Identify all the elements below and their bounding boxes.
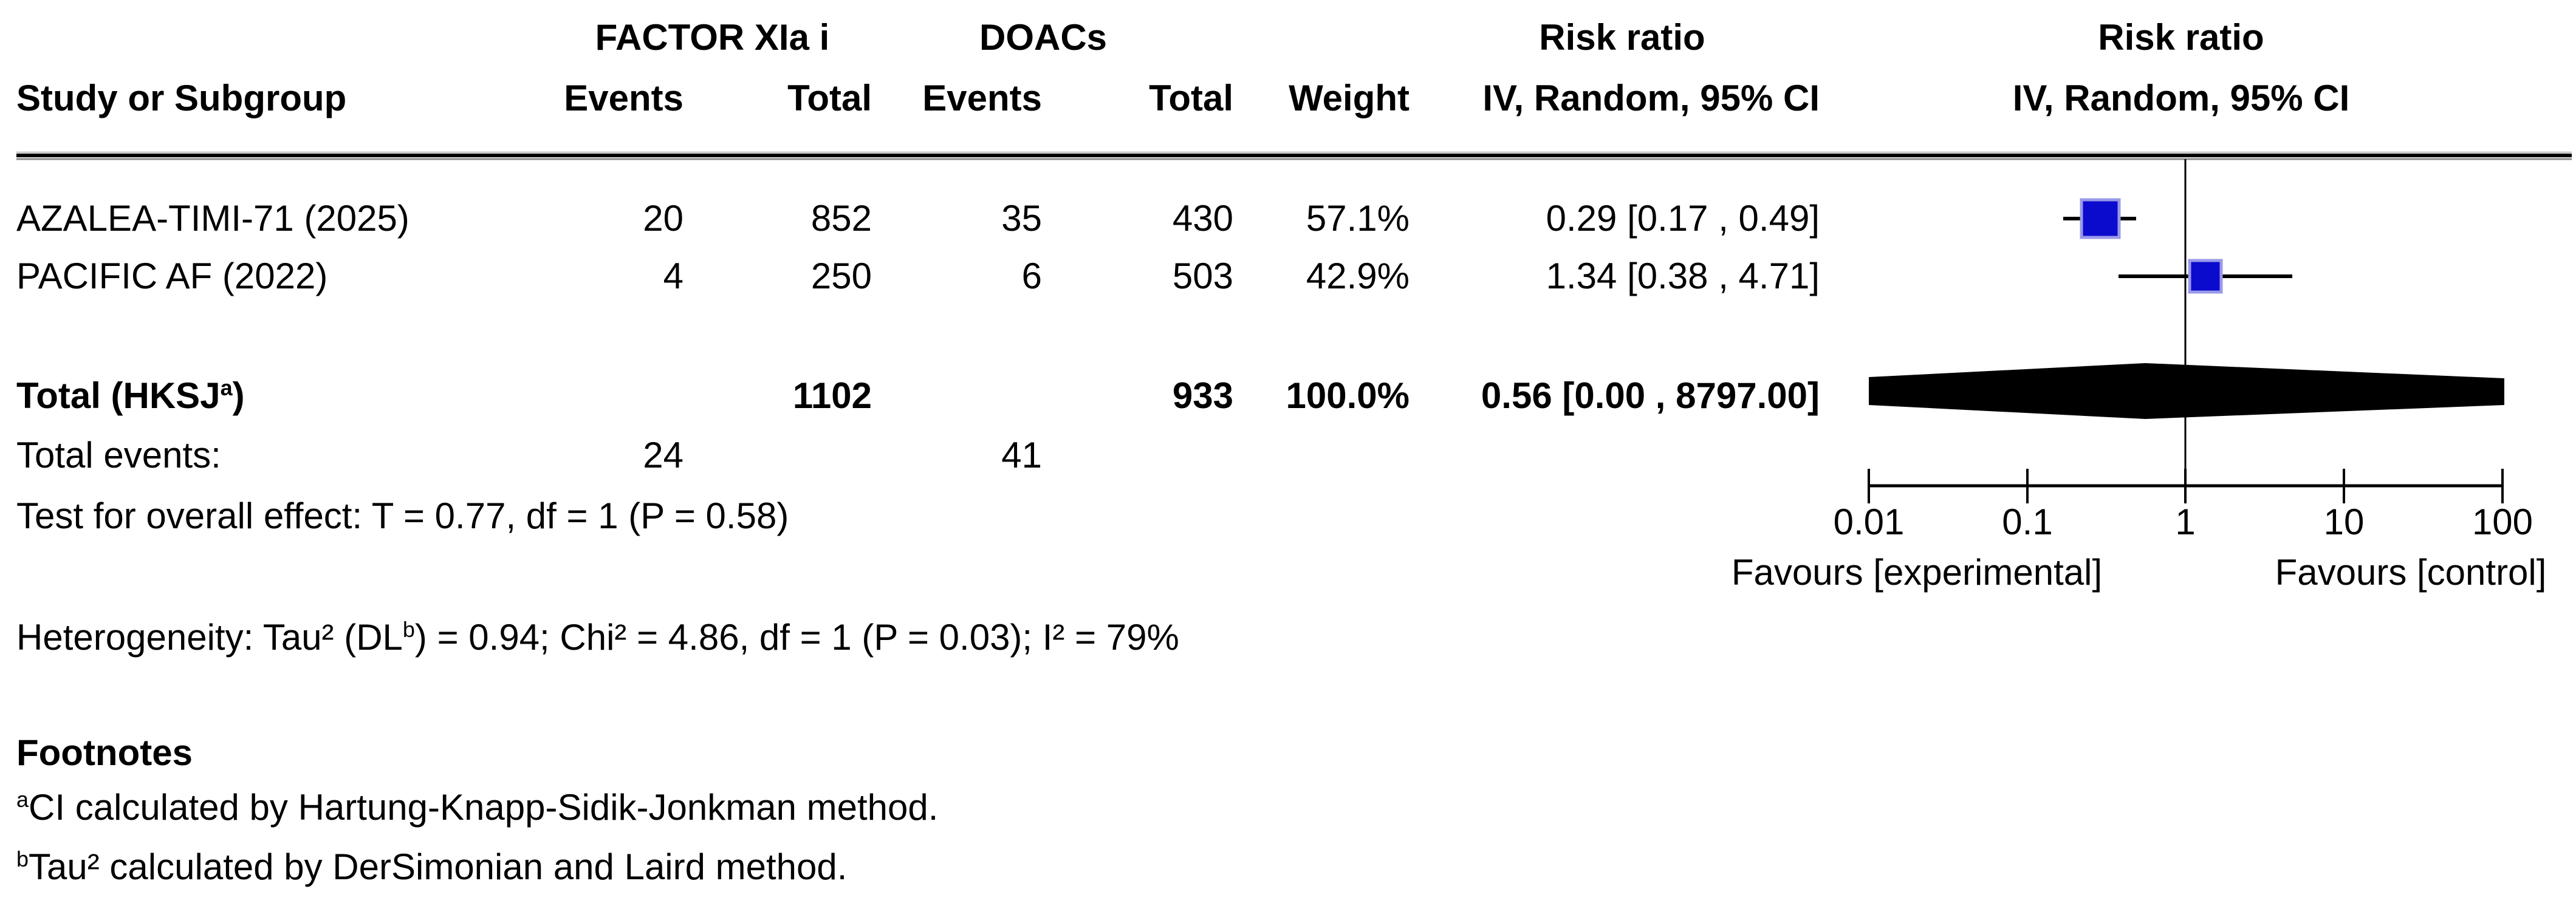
footnote-a-marker: a (16, 787, 29, 812)
ctrl-events: 6 (1021, 256, 1042, 296)
overall-effect-test: Test for overall effect: T = 0.77, df = … (16, 495, 789, 536)
heterogeneity-text: Heterogeneity: Tau² (DL (16, 617, 403, 658)
tick-label-10: 10 (2323, 502, 2365, 542)
risk-ratio-header-plot: Risk ratio (2098, 17, 2264, 58)
exp-events: 20 (643, 198, 683, 239)
footnote-a-text: CI calculated by Hartung-Knapp-Sidik-Jon… (29, 787, 939, 828)
exp-total: 250 (810, 256, 872, 296)
total-label: Total (HKSJa) (16, 375, 245, 417)
tick-label-0.1: 0.1 (2002, 502, 2053, 542)
col-header-exp-events: Events (564, 78, 683, 118)
col-header-ctrl-events: Events (922, 78, 1042, 118)
total-exp-total: 1102 (792, 375, 872, 416)
ctrl-total: 503 (1172, 256, 1233, 296)
group-header-control: DOACs (979, 17, 1108, 58)
col-header-method-plot: IV, Random, 95% CI (2012, 78, 2350, 118)
tick-label-1: 1 (2175, 502, 2196, 542)
col-header-study: Study or Subgroup (16, 78, 347, 118)
point-square-pacific (2188, 259, 2223, 294)
col-header-method-table: IV, Random, 95% CI (1482, 78, 1820, 118)
footnote-b-text: Tau² calculated by DerSimonian and Laird… (29, 846, 848, 887)
col-header-exp-total: Total (787, 78, 872, 118)
ctrl-events: 35 (1001, 198, 1042, 239)
exp-events: 4 (663, 256, 683, 296)
favours-experimental-label: Favours [experimental] (1731, 552, 2103, 593)
total-label-text: Total (HKSJ (16, 375, 221, 416)
risk-ratio-header-table: Risk ratio (1539, 17, 1705, 58)
rr-ci-text: 0.29 [0.17 , 0.49] (1546, 198, 1820, 239)
favours-control-label: Favours [control] (2275, 552, 2547, 593)
footnote-a: aCI calculated by Hartung-Knapp-Sidik-Jo… (16, 786, 938, 829)
total-events-ctrl: 41 (1001, 435, 1042, 475)
footnote-b: bTau² calculated by DerSimonian and Lair… (16, 846, 847, 888)
point-square-azalea (2080, 198, 2121, 239)
study-name: PACIFIC AF (2022) (16, 256, 328, 296)
total-events-exp: 24 (643, 435, 683, 475)
heterogeneity-superscript: b (402, 617, 415, 642)
rr-ci-text: 1.34 [0.38 , 4.71] (1546, 256, 1820, 296)
exp-total: 852 (810, 198, 872, 239)
total-events-label: Total events: (16, 435, 221, 475)
ctrl-total: 430 (1172, 198, 1233, 239)
study-name: AZALEA-TIMI-71 (2025) (16, 198, 409, 239)
tick-label-0.01: 0.01 (1833, 502, 1905, 542)
col-header-ctrl-total: Total (1149, 78, 1233, 118)
heterogeneity-stats: Heterogeneity: Tau² (DLb) = 0.94; Chi² =… (16, 616, 1179, 659)
total-weight: 100.0% (1286, 375, 1410, 416)
heterogeneity-text-tail: ) = 0.94; Chi² = 4.86, df = 1 (P = 0.03)… (414, 617, 1179, 658)
total-label-close: ) (232, 375, 245, 416)
tick-label-100: 100 (2472, 502, 2533, 542)
group-header-experimental: FACTOR XIa i (595, 17, 830, 58)
total-rr-ci: 0.56 [0.00 , 8797.00] (1481, 375, 1820, 416)
weight: 57.1% (1306, 198, 1410, 239)
total-ctrl-total: 933 (1172, 375, 1233, 416)
weight: 42.9% (1306, 256, 1410, 296)
total-diamond (1869, 363, 2504, 419)
col-header-weight: Weight (1289, 78, 1410, 118)
footnotes-title: Footnotes (16, 732, 193, 773)
footnote-b-marker: b (16, 846, 29, 871)
total-label-superscript: a (220, 375, 233, 400)
